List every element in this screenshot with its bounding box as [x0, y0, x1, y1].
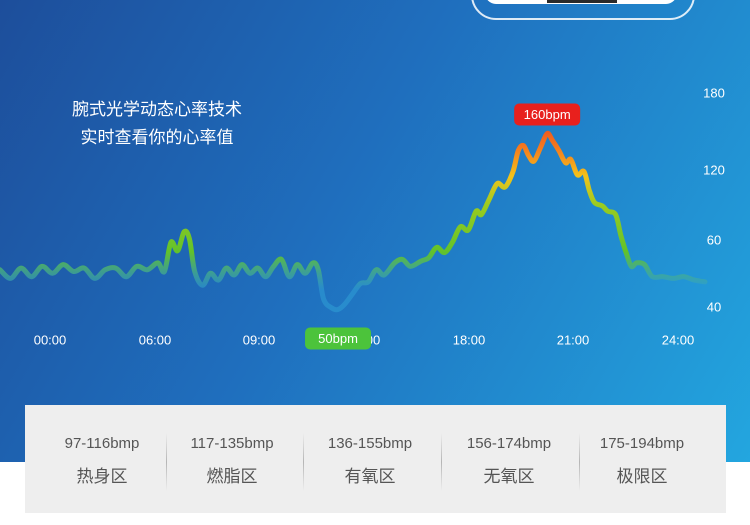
wristband-display-bar	[547, 0, 617, 3]
badge-background	[305, 327, 372, 350]
zone-fat-burn: 117-135bmp 燃脂区	[163, 405, 301, 513]
max-bpm-badge: 160bpm	[514, 103, 581, 126]
heart-rate-series-line	[0, 130, 708, 313]
zone-divider	[441, 433, 442, 491]
zone-name: 有氧区	[344, 467, 396, 487]
zone-range: 136-155bmp	[327, 435, 413, 452]
zone-extreme: 175-194bmp 极限区	[575, 405, 709, 513]
y-tick-label: 40	[707, 299, 721, 314]
x-tick-label: 00:00	[34, 332, 67, 347]
zone-name: 热身区	[76, 467, 128, 487]
x-tick-label: 09:00	[243, 332, 276, 347]
y-tick-label: 120	[703, 162, 725, 177]
zone-anaerobic: 156-174bmp 无氧区	[439, 405, 579, 513]
x-tick-label: 21:00	[557, 332, 590, 347]
zone-divider	[166, 433, 167, 491]
y-tick-label: 60	[707, 232, 721, 247]
zone-name: 燃脂区	[206, 467, 258, 487]
heart-rate-zones-panel: 97-116bmp 热身区 117-135bmp 燃脂区 136-155bmp …	[25, 405, 726, 513]
wristband-screen	[485, 0, 677, 4]
x-tick-label: 06:00	[139, 332, 172, 347]
min-bpm-badge: 50bpm	[305, 327, 372, 350]
blue-gradient-background	[0, 0, 750, 462]
zone-range: 156-174bmp	[466, 435, 552, 452]
zone-warmup: 97-116bmp 热身区	[33, 405, 171, 513]
zone-name: 极限区	[616, 467, 668, 487]
caption-line-2: 实时查看你的心率值	[80, 128, 234, 148]
zone-range: 97-116bmp	[64, 435, 140, 452]
zone-divider	[303, 433, 304, 491]
x-tick-label: 18:00	[453, 332, 486, 347]
badge-label: 50bpm	[318, 331, 358, 346]
badge-label: 160bpm	[524, 107, 571, 122]
badge-background	[514, 103, 581, 126]
zone-aerobic: 136-155bmp 有氧区	[301, 405, 439, 513]
y-tick-label: 180	[703, 85, 725, 100]
zone-range: 175-194bmp	[599, 435, 685, 452]
zone-name: 无氧区	[483, 467, 535, 487]
zone-divider	[579, 433, 580, 491]
x-tick-label: 24:00	[662, 332, 695, 347]
feature-caption: 腕式光学动态心率技术 实时查看你的心率值	[62, 96, 252, 152]
zone-range: 117-135bmp	[190, 435, 274, 452]
caption-line-1: 腕式光学动态心率技术	[72, 100, 242, 120]
